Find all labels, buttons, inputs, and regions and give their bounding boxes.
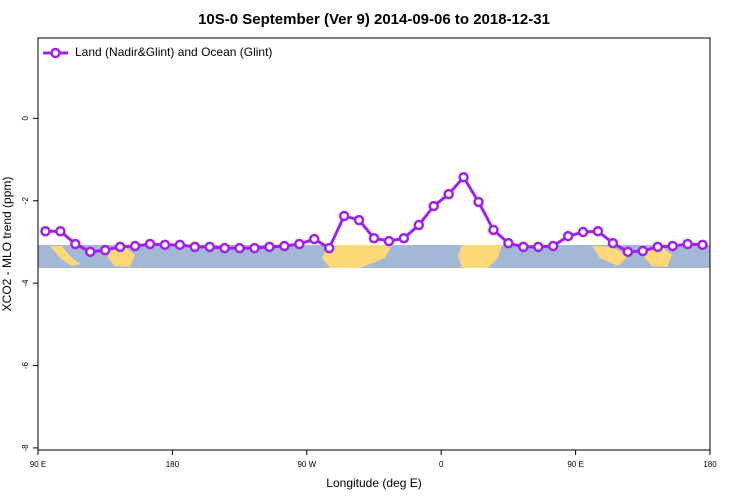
point (547, 240, 559, 252)
x-tick-label: 90 E (567, 460, 583, 469)
point (219, 242, 230, 254)
point (279, 240, 290, 252)
point (518, 241, 529, 253)
map-band (38, 245, 710, 268)
legend-marker (50, 47, 61, 59)
point (129, 240, 141, 252)
point (428, 200, 439, 212)
point (503, 237, 514, 249)
plot-frame (37, 37, 711, 451)
point (55, 225, 66, 237)
point (488, 224, 499, 236)
point (667, 240, 678, 252)
point (592, 225, 604, 237)
x-tick-label: 180 (166, 460, 180, 469)
point (189, 241, 201, 253)
point (204, 241, 215, 253)
point (249, 242, 260, 254)
point (159, 239, 171, 251)
point (294, 238, 305, 250)
legend-label: Land (Nadir&Glint) and Ocean (Glint) (75, 45, 272, 59)
x-tick-label: 180 (703, 460, 717, 469)
point (70, 238, 81, 250)
point (234, 242, 245, 254)
point (533, 241, 544, 253)
point (309, 233, 320, 245)
x-tick-label: 90 E (30, 460, 46, 469)
point (458, 172, 469, 183)
y-tick-label: -8 (21, 444, 30, 452)
y-tick-label: 0 (21, 116, 30, 121)
point (398, 232, 410, 244)
point (174, 239, 186, 251)
y-tick-label: -4 (21, 279, 30, 287)
point (562, 230, 574, 242)
point (40, 225, 51, 237)
point (637, 245, 649, 257)
point (413, 219, 425, 231)
point (473, 196, 484, 208)
y-tick-label: -2 (21, 197, 30, 205)
point (383, 235, 395, 247)
point (264, 241, 275, 253)
point (697, 239, 708, 251)
point (353, 214, 365, 226)
x-tick-label: 90 W (297, 460, 316, 469)
x-tick-label: 0 (439, 460, 444, 469)
chart-title: 10S-0 September (Ver 9) 2014-09-06 to 20… (198, 11, 550, 28)
point (144, 238, 156, 250)
point (682, 238, 693, 250)
point (577, 226, 589, 238)
point (443, 188, 454, 200)
x-axis-label: Longitude (deg E) (326, 476, 421, 490)
point (652, 241, 663, 253)
point (85, 246, 96, 258)
point (622, 246, 634, 258)
point (607, 237, 619, 249)
y-axis-label: XCO2 - MLO trend (ppm) (0, 177, 14, 312)
point (323, 242, 335, 254)
point (368, 232, 380, 244)
point (114, 241, 126, 253)
y-tick-label: -6 (21, 361, 30, 369)
point (99, 244, 111, 256)
point (338, 210, 350, 222)
